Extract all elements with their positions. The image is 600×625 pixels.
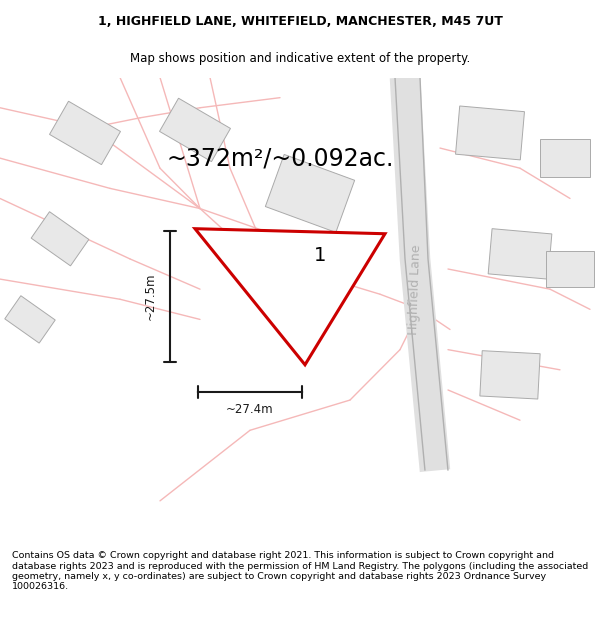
Text: Map shows position and indicative extent of the property.: Map shows position and indicative extent… (130, 52, 470, 64)
Polygon shape (546, 251, 594, 287)
Text: 1: 1 (314, 246, 326, 265)
Text: Highfield Lane: Highfield Lane (407, 244, 423, 334)
Polygon shape (31, 212, 89, 266)
Polygon shape (260, 269, 319, 319)
Text: ~372m²/~0.092ac.: ~372m²/~0.092ac. (166, 146, 394, 170)
Text: ~27.5m: ~27.5m (143, 273, 157, 321)
Polygon shape (480, 351, 540, 399)
Polygon shape (195, 229, 385, 365)
Text: ~27.4m: ~27.4m (226, 402, 274, 416)
Polygon shape (5, 296, 55, 343)
Text: 1, HIGHFIELD LANE, WHITEFIELD, MANCHESTER, M45 7UT: 1, HIGHFIELD LANE, WHITEFIELD, MANCHESTE… (98, 15, 502, 28)
Text: Contains OS data © Crown copyright and database right 2021. This information is : Contains OS data © Crown copyright and d… (12, 551, 588, 591)
Polygon shape (50, 101, 121, 164)
Polygon shape (265, 154, 355, 232)
Polygon shape (488, 229, 552, 279)
Polygon shape (160, 98, 230, 162)
Polygon shape (455, 106, 524, 160)
Polygon shape (540, 139, 590, 178)
